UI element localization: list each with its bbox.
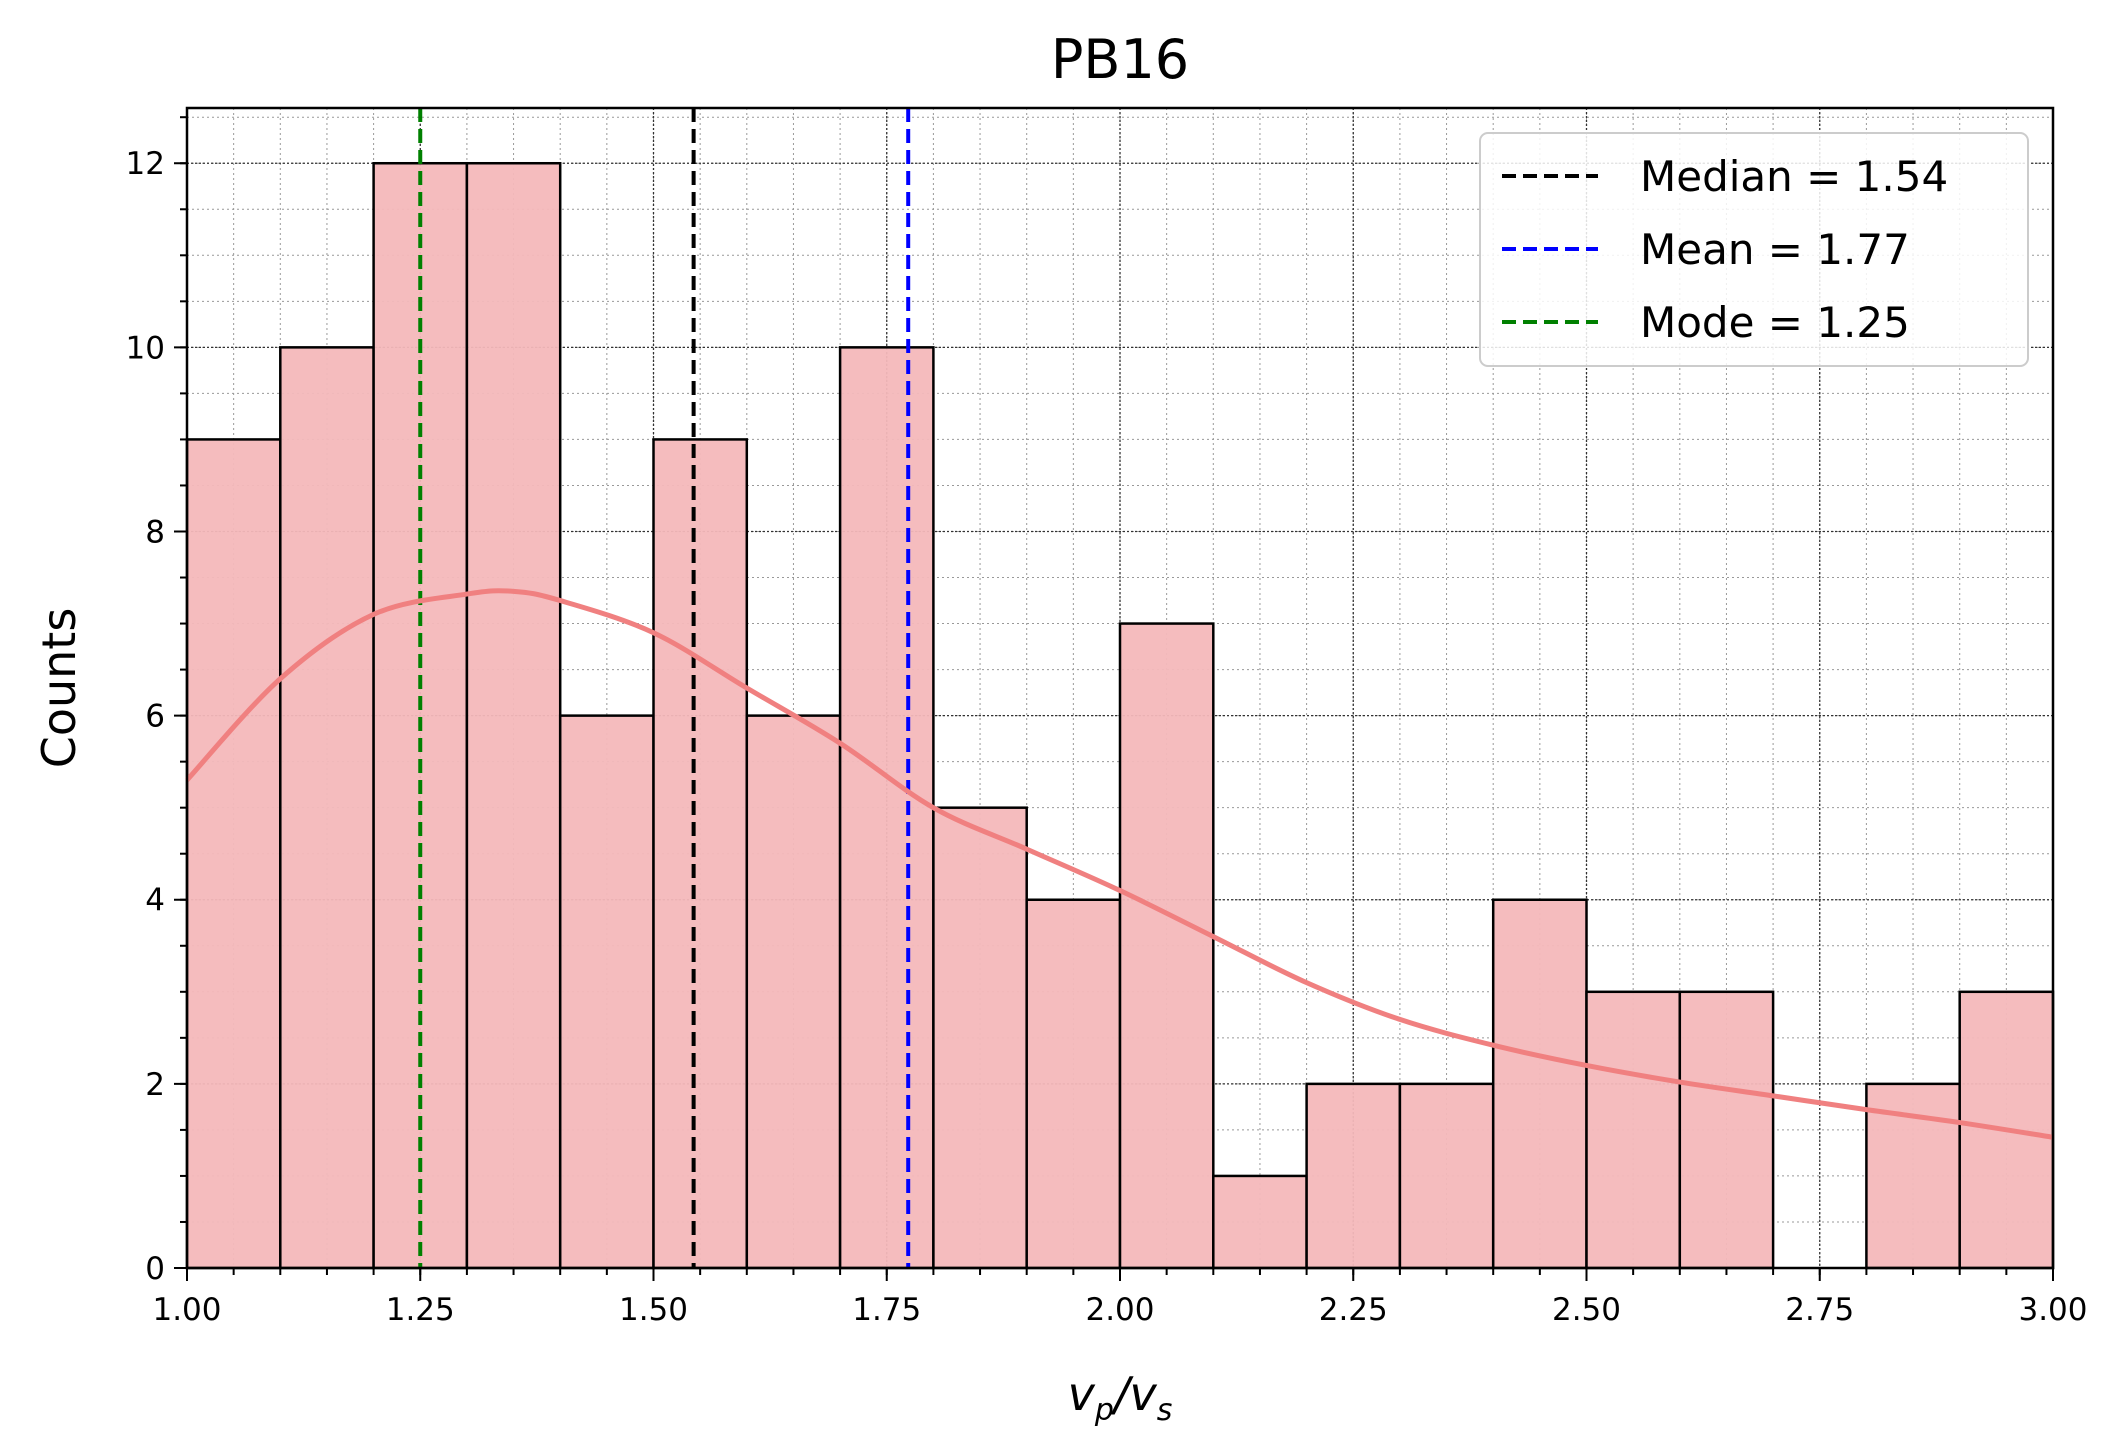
histogram-bar bbox=[838, 346, 935, 1270]
legend: Median = 1.54 Mean = 1.77 Mode = 1.25 bbox=[1479, 132, 2029, 367]
chart-title: PB16 bbox=[1051, 28, 1189, 91]
y-axis: 0 2 4 6 8 10 12 bbox=[126, 116, 187, 1287]
histogram-bar bbox=[1585, 990, 1682, 1270]
y-tick-label: 0 bbox=[145, 1251, 165, 1287]
x-tick-label: 1.25 bbox=[386, 1292, 455, 1328]
x-axis-label: vp/vs bbox=[1068, 1367, 1173, 1428]
x-tick-label: 2.00 bbox=[1085, 1292, 1154, 1328]
kde-curve-group bbox=[185, 588, 2054, 1140]
histogram-bar bbox=[1491, 898, 1588, 1270]
y-tick-label: 12 bbox=[126, 146, 165, 182]
y-tick-label: 4 bbox=[145, 883, 165, 919]
x-tick-label: 1.00 bbox=[152, 1292, 221, 1328]
histogram-bar bbox=[1398, 1082, 1495, 1270]
statistic-lines bbox=[418, 108, 911, 1268]
x-tick-label: 1.50 bbox=[619, 1292, 688, 1328]
x-tick-label: 2.25 bbox=[1319, 1292, 1388, 1328]
histogram-bar bbox=[745, 714, 842, 1270]
y-axis-label: Counts bbox=[32, 608, 86, 769]
legend-entry-label: Median = 1.54 bbox=[1640, 152, 1948, 201]
x-tick-label: 1.75 bbox=[852, 1292, 921, 1328]
y-tick-label: 2 bbox=[145, 1067, 165, 1103]
y-tick-label: 8 bbox=[145, 514, 165, 550]
x-tick-label: 2.50 bbox=[1552, 1292, 1621, 1328]
legend-box bbox=[1479, 132, 2029, 367]
legend-entry-label: Mean = 1.77 bbox=[1640, 225, 1910, 274]
histogram-bar bbox=[185, 438, 282, 1270]
histogram-bar bbox=[1118, 622, 1215, 1270]
histogram-bar bbox=[1678, 990, 1775, 1270]
histogram-bar bbox=[279, 346, 375, 1270]
histogram-bar bbox=[932, 806, 1028, 1270]
y-tick-label: 10 bbox=[126, 330, 165, 366]
histogram-bar bbox=[652, 438, 749, 1270]
histogram-bar bbox=[1305, 1082, 1402, 1270]
histogram-bar bbox=[1212, 1174, 1308, 1270]
x-axis: 1.00 1.25 1.50 1.75 2.00 2.25 2.50 2.75 3.00 bbox=[152, 1268, 2088, 1328]
histogram-bar bbox=[558, 714, 655, 1270]
histogram-bar bbox=[1025, 898, 1122, 1270]
x-tick-label: 3.00 bbox=[2018, 1292, 2087, 1328]
histogram-bar bbox=[465, 161, 562, 1270]
y-tick-label: 6 bbox=[145, 699, 165, 735]
x-tick-label: 2.75 bbox=[1785, 1292, 1854, 1328]
legend-entry-label: Mode = 1.25 bbox=[1640, 298, 1910, 347]
kde-curve bbox=[185, 588, 2054, 1140]
